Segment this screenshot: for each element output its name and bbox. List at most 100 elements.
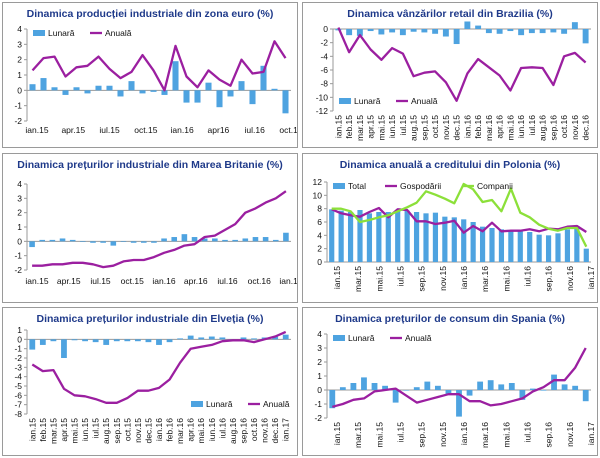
y-tick-label: 4 (17, 24, 22, 34)
bar-mark (201, 238, 208, 242)
chart-svg: Dinamica prețurilor industriale din Mare… (14, 159, 297, 286)
chart-title: Dinamica vânzărilor retail din Brazilia … (347, 8, 552, 20)
bar-mark (572, 385, 579, 390)
y-tick-label: 1 (17, 70, 22, 80)
y-tick-label: -8 (320, 79, 328, 89)
bar-mark (329, 209, 335, 262)
bar-mark (171, 237, 178, 242)
bar-mark (528, 29, 535, 34)
bar-mark (442, 29, 449, 37)
bar-mark (187, 335, 194, 340)
bar-mark (124, 339, 131, 342)
legend-label: Lunară (206, 399, 233, 409)
chart-svg: Dinamica prețurilor industriale din Elve… (14, 313, 291, 444)
series-line-anuala (31, 40, 287, 92)
bar-mark (208, 336, 215, 340)
bar-mark (550, 29, 557, 33)
bar-mark (496, 29, 503, 34)
x-tick-label: oct.15 (122, 418, 132, 441)
x-tick-label: ian.16 (152, 276, 175, 286)
bar-mark (130, 241, 137, 243)
x-tick-label: aug.15 (101, 418, 111, 444)
x-tick-label: iul.15 (90, 276, 111, 286)
x-tick-label: nov.15 (438, 422, 448, 447)
x-tick-label: ian.15 (27, 418, 37, 441)
y-tick-label: -5 (14, 381, 22, 391)
bar-mark (404, 210, 410, 262)
x-tick-label: sep.16 (238, 418, 248, 444)
bar-mark (222, 239, 228, 242)
bar-mark (582, 390, 589, 402)
x-tick-label: sep.15 (417, 422, 427, 448)
y-tick-label: 1 (17, 325, 22, 335)
bar-mark (329, 390, 336, 409)
bar-mark (117, 90, 124, 97)
y-tick-label: 6 (317, 217, 322, 227)
legend-label: Total (348, 181, 366, 191)
bar-mark (50, 339, 57, 342)
legend-label: Anuală (405, 333, 432, 343)
legend-label: Lunară (348, 333, 375, 343)
x-tick-label: mai.15 (70, 418, 80, 444)
bar-mark (395, 211, 401, 262)
x-tick-label: ian.16 (171, 125, 194, 135)
x-tick-label: mar.16 (480, 422, 490, 448)
bar-mark (540, 390, 547, 391)
legend-swatch (333, 183, 345, 189)
bar-mark (110, 241, 117, 246)
bar-mark (161, 238, 167, 242)
bar-mark (536, 234, 542, 262)
x-tick-label: iul.15 (396, 266, 406, 287)
bar-mark (434, 385, 441, 390)
y-tick-label: -1 (14, 251, 22, 261)
bar-mark (177, 338, 184, 340)
x-tick-label: ian.15 (25, 276, 48, 286)
bar-mark (238, 81, 245, 91)
legend-swatch (333, 335, 345, 341)
bar-mark (346, 29, 353, 36)
chart-panel-brazil-retail: Dinamica vânzărilor retail din Brazilia … (302, 2, 598, 148)
y-tick-label: 3 (17, 39, 22, 49)
legend-swatch (191, 401, 203, 407)
y-tick-label: 2 (17, 208, 22, 218)
x-tick-label: apr.15 (59, 418, 69, 442)
bar-mark (461, 219, 467, 262)
bar-mark (582, 29, 589, 44)
x-tick-label: apr.16 (184, 276, 208, 286)
chart-title: Dinamica prețurilor industriale din Elve… (37, 313, 264, 325)
bar-mark (489, 228, 495, 262)
x-tick-label: iul.16 (527, 115, 537, 136)
bar-mark (445, 390, 452, 395)
x-tick-label: feb.15 (38, 418, 48, 442)
x-tick-label: ian.15 (332, 266, 342, 289)
bar-mark (385, 212, 391, 262)
bar-mark (561, 384, 568, 390)
x-tick-label: oct.16 (279, 125, 297, 135)
x-tick-label: ian.16 (154, 418, 164, 441)
x-tick-label: iun.16 (207, 418, 217, 441)
x-tick-label: mar.15 (353, 422, 363, 448)
bar-mark (61, 339, 67, 358)
series-line-anuala (31, 330, 287, 404)
x-tick-label: dec.16 (270, 418, 280, 444)
bar-mark (62, 90, 69, 95)
x-tick-label: iul.16 (245, 125, 266, 135)
x-tick-label: iun.15 (80, 418, 90, 441)
x-tick-label: dec.15 (452, 115, 462, 141)
bar-mark (113, 339, 120, 342)
legend-swatch (33, 30, 45, 36)
bar-mark (539, 29, 546, 34)
x-tick-label: feb.16 (473, 115, 483, 139)
bar-mark (73, 87, 80, 91)
bar-mark (421, 29, 428, 33)
bar-mark (283, 232, 289, 242)
x-tick-label: apr.16 (186, 418, 196, 442)
legend-label: Companii (477, 181, 513, 191)
bar-mark (432, 29, 439, 34)
x-tick-label: ian.17 (586, 422, 596, 445)
bar-mark (59, 238, 66, 242)
bar-mark (181, 234, 188, 242)
x-tick-label: aug.16 (228, 418, 238, 444)
bar-mark (350, 383, 357, 390)
y-tick-label: -10 (316, 92, 329, 102)
